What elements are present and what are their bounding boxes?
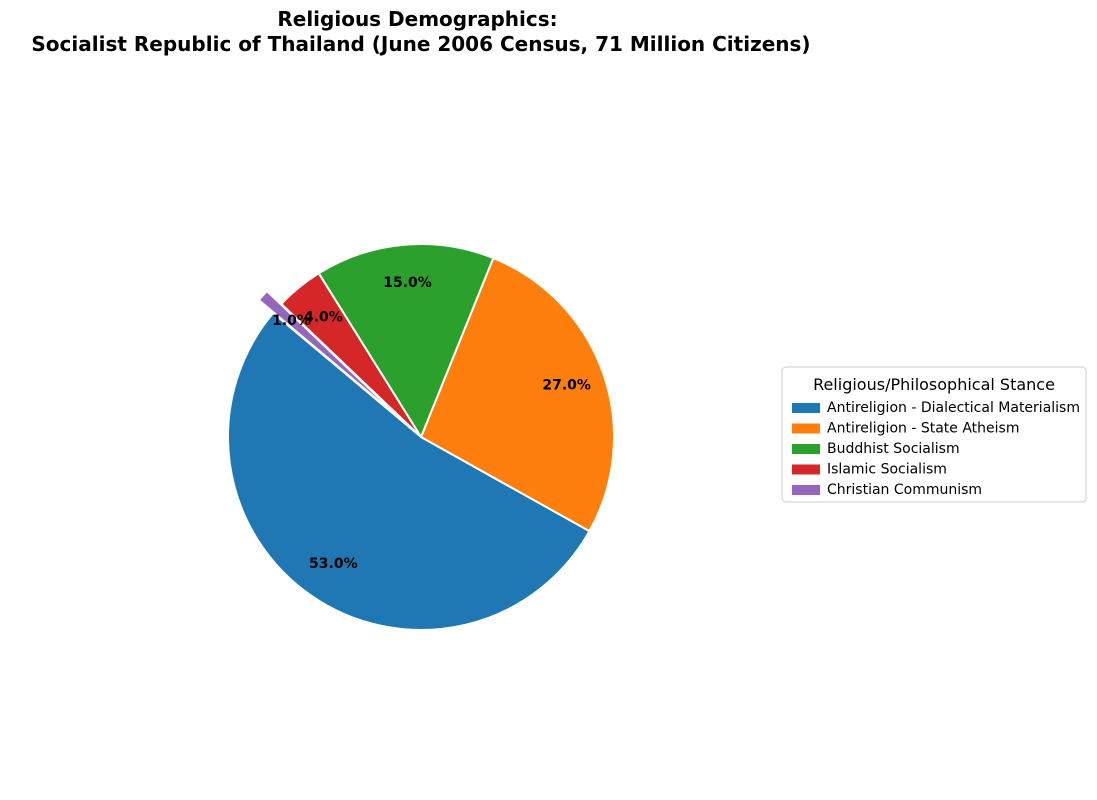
legend-swatch [792,485,820,495]
legend-item-antireligion-state-atheism: Antireligion - State Atheism [792,421,1019,437]
legend-item-islamic-socialism: Islamic Socialism [792,462,947,478]
legend-swatch [792,444,820,454]
pie-slice-buddhist-socialism [317,243,495,438]
legend-swatch [792,403,820,413]
slice-pct-label-islamic-socialism: 4.0% [304,309,343,325]
legend-item-buddhist-socialism: Buddhist Socialism [792,441,960,457]
slice-pct-label-christian-communism: 1.0% [272,313,311,329]
slice-pct-label-antireligion-state-atheism: 27.0% [542,378,591,394]
legend-items: Antireligion - Dialectical Materialism An… [792,400,1080,498]
legend-frame [781,366,1087,503]
pie-slice-antireligion-state-atheism [420,257,615,533]
chart-title: Religious Demographics: Socialist Republ… [31,7,810,56]
legend: Religious/Philosophical Stance Antirelig… [781,366,1087,503]
slice-pct-label-buddhist-socialism: 15.0% [383,275,432,291]
pie-slice-christian-communism [257,290,408,426]
legend-swatch [792,464,820,475]
legend-title: Religious/Philosophical Stance [813,375,1055,394]
pie-slice-antireligion-dialectical-materialism [227,311,591,631]
legend-label: Buddhist Socialism [827,441,960,457]
legend-swatch [792,423,820,434]
pie-slices [227,243,615,631]
chart-title-line-2: Socialist Republic of Thailand (June 200… [31,32,810,56]
legend-label: Islamic Socialism [827,462,947,478]
chart-title-line-1: Religious Demographics: [277,7,557,31]
legend-label: Antireligion - State Atheism [827,421,1019,437]
legend-label: Antireligion - Dialectical Materialism [827,400,1080,416]
legend-item-christian-communism: Christian Communism [792,482,982,498]
slice-pct-label-antireligion-dialectical-materialism: 53.0% [309,556,358,572]
legend-item-antireligion-dialectical-materialism: Antireligion - Dialectical Materialism [792,400,1080,416]
pie-slice-labels: 53.0% 27.0% 15.0% 4.0%1.0% [272,275,591,572]
legend-label: Christian Communism [827,482,982,498]
